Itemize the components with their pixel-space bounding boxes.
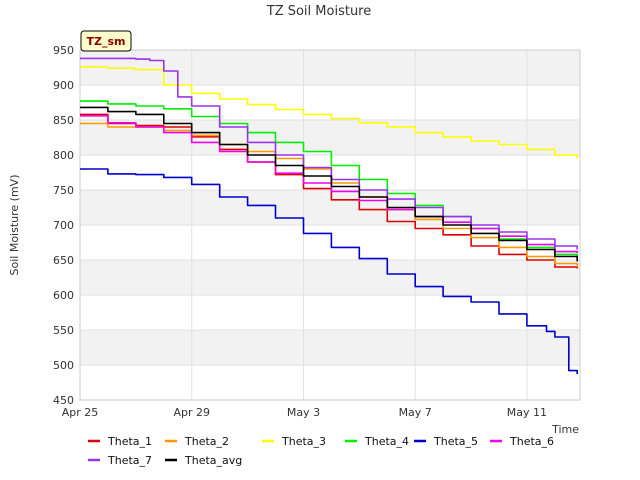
plot-band (80, 330, 580, 365)
legend-label-theta-6: Theta_6 (509, 435, 554, 448)
plot-band (80, 260, 580, 295)
y-tick-label: 950 (53, 44, 74, 57)
y-tick-label: 450 (53, 394, 74, 407)
sensor-badge-box (80, 30, 132, 52)
x-tick-label: Apr 29 (173, 406, 210, 419)
series-line-theta-avg (80, 106, 578, 262)
y-tick-label: 650 (53, 254, 74, 267)
series-line-theta-7 (80, 57, 578, 250)
y-tick-label: 600 (53, 289, 74, 302)
y-tick-label: 700 (53, 219, 74, 232)
series-line-theta-5 (80, 168, 578, 375)
x-tick-label: Apr 25 (62, 406, 99, 419)
y-tick-label: 850 (53, 114, 74, 127)
legend-label-theta-avg: Theta_avg (184, 454, 242, 467)
plot-frame (79, 49, 581, 401)
x-axis-ticks: Apr 25 Apr 29 May 3 May 7 May 11 (62, 406, 547, 419)
y-axis-ticks: 450 500 550 600 650 700 750 800 850 900 950 (53, 44, 74, 407)
y-tick-label: 550 (53, 324, 74, 337)
x-tick-label: May 11 (507, 406, 547, 419)
y-tick-label: 900 (53, 79, 74, 92)
series-line-theta-3 (80, 66, 578, 159)
y-axis-label: Soil Moisture (mV) (8, 175, 21, 276)
legend-label-theta-2: Theta_2 (184, 435, 229, 448)
legend-label-theta-7: Theta_7 (107, 454, 152, 467)
legend-label-theta-4: Theta_4 (364, 435, 409, 448)
sensor-badge: TZ_sm (80, 30, 132, 52)
x-tick-label: May 7 (399, 406, 432, 419)
chart-title: TZ Soil Moisture (266, 4, 372, 19)
series-line-theta-2 (80, 122, 578, 267)
plot-band (80, 190, 580, 225)
legend: Theta_1 Theta_2 Theta_3 Theta_4 Theta_5 Theta… (88, 435, 554, 467)
plot-bands (80, 50, 580, 365)
x-axis-label: Time (551, 423, 579, 436)
legend-label-theta-3: Theta_3 (281, 435, 326, 448)
x-tick-label: May 3 (287, 406, 320, 419)
plot-band (80, 50, 580, 85)
series-lines (80, 57, 578, 375)
legend-label-theta-5: Theta_5 (433, 435, 478, 448)
sensor-badge-label: TZ_sm (87, 35, 126, 48)
y-tick-label: 750 (53, 184, 74, 197)
y-tick-label: 800 (53, 149, 74, 162)
legend-label-theta-1: Theta_1 (107, 435, 152, 448)
y-tick-label: 500 (53, 359, 74, 372)
